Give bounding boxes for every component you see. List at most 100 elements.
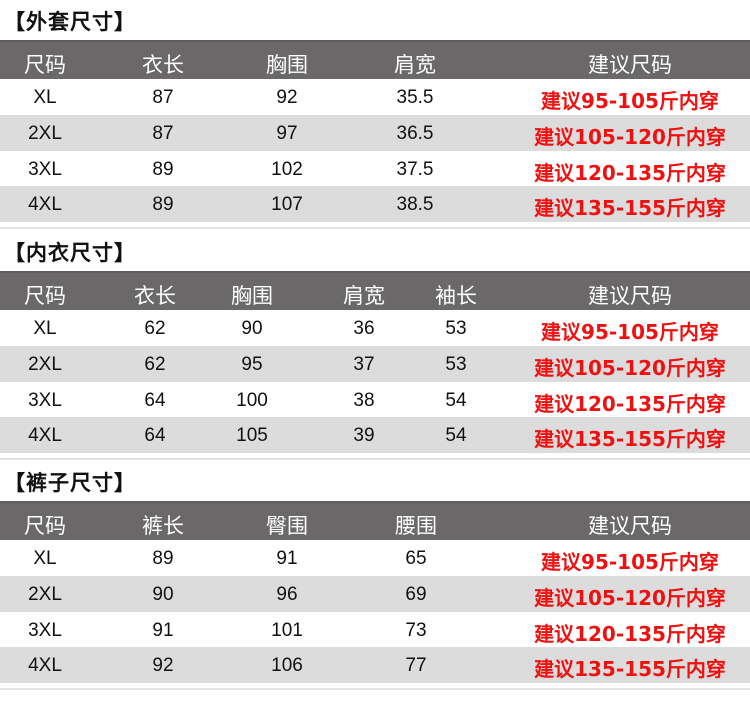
table-row: 4XL 64 105 39 54 建议135-155斤内穿 [0, 417, 750, 453]
table-cell: XL [33, 548, 57, 569]
table-header: 尺码 衣长 胸围 肩宽 袖长 建议尺码 [0, 271, 750, 310]
column-header: 裤长 [142, 514, 184, 538]
table-cell: 102 [271, 159, 303, 180]
section-title: 【外套尺寸】 [4, 10, 136, 34]
recommendation-cell: 建议105-120斤内穿 [534, 125, 726, 149]
size-table-section: 【外套尺寸】 尺码 衣长 胸围 肩宽 建议尺码 XL 87 92 35.5 建议95-105斤内穿 2… [0, 0, 750, 230]
column-header: 建议尺码 [588, 53, 672, 77]
table-cell: 64 [144, 425, 166, 446]
table-cell: 35.5 [396, 87, 434, 108]
recommendation-cell: 建议95-105斤内穿 [541, 550, 719, 574]
table-cell: 90 [152, 584, 174, 605]
table-cell: 106 [271, 655, 303, 676]
table-cell: XL [33, 87, 57, 108]
column-header: 建议尺码 [588, 514, 672, 538]
table-cell: 39 [353, 425, 375, 446]
table-cell: 3XL [28, 159, 62, 180]
table-row: XL 89 91 65 建议95-105斤内穿 [0, 540, 750, 576]
table-cell: 90 [241, 318, 263, 339]
recommendation-cell: 建议95-105斤内穿 [541, 89, 719, 113]
table-cell: 36.5 [396, 123, 434, 144]
table-cell: 37 [353, 354, 375, 375]
table-cell: 97 [276, 123, 298, 144]
recommendation-cell: 建议95-105斤内穿 [541, 320, 719, 344]
column-header: 胸围 [266, 53, 308, 77]
table-row: XL 62 90 36 53 建议95-105斤内穿 [0, 310, 750, 346]
table-cell: 4XL [28, 655, 62, 676]
size-table-section: 【裤子尺寸】 尺码 裤长 臀围 腰围 建议尺码 XL 89 91 65 建议95-105斤内穿 2XL… [0, 461, 750, 691]
table-cell: 100 [236, 390, 268, 411]
table-cell: 77 [405, 655, 427, 676]
table-cell: 89 [152, 159, 174, 180]
table-cell: 2XL [28, 354, 62, 375]
table-cell: 36 [353, 318, 375, 339]
column-header: 腰围 [395, 514, 437, 538]
column-header: 尺码 [24, 284, 66, 308]
table-row: 3XL 64 100 38 54 建议120-135斤内穿 [0, 382, 750, 418]
table-row: 2XL 87 97 36.5 建议105-120斤内穿 [0, 115, 750, 151]
table-cell: 91 [152, 620, 174, 641]
column-header: 臀围 [266, 514, 308, 538]
column-header: 胸围 [231, 284, 273, 308]
column-header: 衣长 [142, 53, 184, 77]
recommendation-cell: 建议120-135斤内穿 [534, 392, 726, 416]
section-title: 【裤子尺寸】 [4, 471, 136, 495]
table-cell: 54 [445, 390, 467, 411]
recommendation-cell: 建议135-155斤内穿 [534, 196, 726, 220]
table-row: 4XL 89 107 38.5 建议135-155斤内穿 [0, 186, 750, 222]
table-cell: 89 [152, 548, 174, 569]
table-cell: 107 [271, 194, 303, 215]
column-header: 尺码 [24, 53, 66, 77]
table-cell: 53 [445, 354, 467, 375]
table-header: 尺码 衣长 胸围 肩宽 建议尺码 [0, 40, 750, 79]
table-cell: 87 [152, 87, 174, 108]
recommendation-cell: 建议105-120斤内穿 [534, 586, 726, 610]
table-cell: 101 [271, 620, 303, 641]
table-cell: 64 [144, 390, 166, 411]
recommendation-cell: 建议120-135斤内穿 [534, 161, 726, 185]
column-header: 衣长 [134, 284, 176, 308]
table-cell: XL [33, 318, 57, 339]
table-row: 2XL 90 96 69 建议105-120斤内穿 [0, 576, 750, 612]
column-header: 建议尺码 [588, 284, 672, 308]
table-cell: 4XL [28, 425, 62, 446]
table-cell: 3XL [28, 620, 62, 641]
table-cell: 38.5 [396, 194, 434, 215]
table-cell: 2XL [28, 123, 62, 144]
divider [0, 688, 750, 690]
table-cell: 92 [276, 87, 298, 108]
table-cell: 96 [276, 584, 298, 605]
recommendation-cell: 建议135-155斤内穿 [534, 657, 726, 681]
table-cell: 95 [241, 354, 263, 375]
table-cell: 73 [405, 620, 427, 641]
table-row: 3XL 91 101 73 建议120-135斤内穿 [0, 612, 750, 648]
section-title: 【内衣尺寸】 [4, 241, 136, 265]
table-row: 2XL 62 95 37 53 建议105-120斤内穿 [0, 346, 750, 382]
recommendation-cell: 建议135-155斤内穿 [534, 427, 726, 451]
table-cell: 105 [236, 425, 268, 446]
table-cell: 38 [353, 390, 375, 411]
recommendation-cell: 建议120-135斤内穿 [534, 622, 726, 646]
table-cell: 54 [445, 425, 467, 446]
table-cell: 53 [445, 318, 467, 339]
table-cell: 62 [144, 354, 166, 375]
table-cell: 3XL [28, 390, 62, 411]
table-cell: 87 [152, 123, 174, 144]
table-cell: 4XL [28, 194, 62, 215]
column-header: 肩宽 [343, 284, 385, 308]
divider [0, 227, 750, 229]
column-header: 尺码 [24, 514, 66, 538]
table-cell: 92 [152, 655, 174, 676]
table-row: XL 87 92 35.5 建议95-105斤内穿 [0, 79, 750, 115]
recommendation-cell: 建议105-120斤内穿 [534, 356, 726, 380]
table-row: 3XL 89 102 37.5 建议120-135斤内穿 [0, 151, 750, 187]
table-row: 4XL 92 106 77 建议135-155斤内穿 [0, 647, 750, 683]
column-header: 袖长 [435, 284, 477, 308]
table-cell: 65 [405, 548, 427, 569]
table-cell: 62 [144, 318, 166, 339]
divider [0, 458, 750, 460]
column-header: 肩宽 [394, 53, 436, 77]
table-header: 尺码 裤长 臀围 腰围 建议尺码 [0, 501, 750, 540]
size-table-section: 【内衣尺寸】尺码 衣长 胸围 肩宽 袖长 建议尺码 XL 62 90 36 53 建议95-105斤内… [0, 231, 750, 461]
table-cell: 91 [276, 548, 298, 569]
